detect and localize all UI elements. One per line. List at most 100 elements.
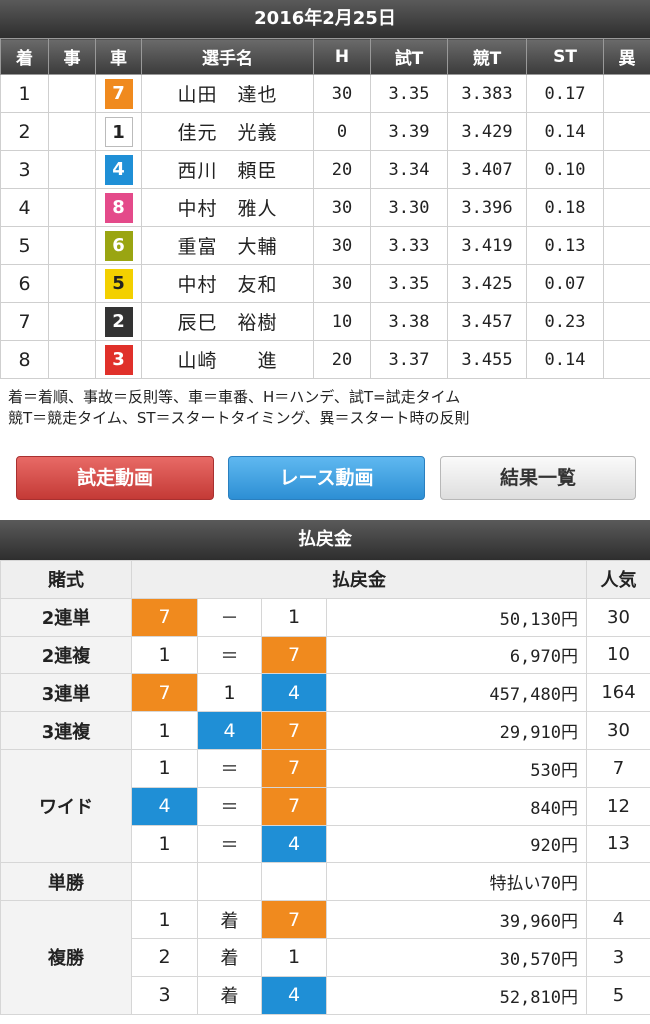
car-number-badge: 1 bbox=[131, 711, 198, 750]
bet-type: 複勝 bbox=[0, 900, 132, 1015]
rank: 4 bbox=[0, 188, 49, 227]
trial-time: 3.35 bbox=[370, 74, 448, 113]
results-header-row: 着 事 車 選手名 H 試T 競T ST 異 bbox=[0, 38, 650, 75]
incident bbox=[48, 112, 96, 151]
start-timing: 0.14 bbox=[526, 340, 604, 379]
payout-table: 賭式 払戻金 人気 2連単 7 － 1 50,130円 30 2連複 1 ＝ 7… bbox=[0, 560, 650, 1015]
table-row: 7 2 辰巳 裕樹 10 3.38 3.457 0.23 bbox=[0, 302, 650, 341]
table-row: 複勝 1 着 7 39,960円 4 bbox=[0, 900, 650, 1015]
start-timing: 0.13 bbox=[526, 226, 604, 265]
handicap: 30 bbox=[313, 226, 371, 265]
table-row: 1 7 山田 達也 30 3.35 3.383 0.17 bbox=[0, 74, 650, 113]
table-row: 3連複 1 4 7 29,910円 30 bbox=[0, 711, 650, 750]
col-handicap: H bbox=[313, 38, 371, 75]
trial-time: 3.37 bbox=[370, 340, 448, 379]
incident bbox=[48, 302, 96, 341]
col-trial-time: 試T bbox=[370, 38, 448, 75]
table-row: 3 4 西川 頼臣 20 3.34 3.407 0.10 bbox=[0, 150, 650, 189]
car-number-badge: 7 bbox=[261, 748, 327, 788]
bet-type: 2連単 bbox=[0, 597, 132, 637]
handicap: 20 bbox=[313, 150, 371, 189]
handicap: 20 bbox=[313, 340, 371, 379]
table-row: 2 着 1 30,570円 3 bbox=[1, 937, 650, 977]
trial-time: 3.30 bbox=[370, 188, 448, 227]
car-number-badge: 7 bbox=[131, 673, 198, 713]
col-popularity: 人気 bbox=[586, 560, 650, 599]
rider-name: 中村 雅人 bbox=[141, 188, 314, 227]
handicap: 30 bbox=[313, 74, 371, 113]
start-timing: 0.10 bbox=[526, 150, 604, 189]
empty-cell bbox=[197, 862, 262, 902]
car-number-badge: 1 bbox=[104, 116, 133, 147]
payout-amount: 840円 bbox=[326, 786, 587, 826]
results-list-button[interactable]: 結果一覧 bbox=[440, 456, 636, 500]
race-video-button[interactable]: レース動画 bbox=[228, 456, 425, 500]
car-number-badge: 1 bbox=[261, 937, 327, 977]
irregular bbox=[603, 302, 650, 341]
rank: 7 bbox=[0, 302, 49, 341]
bet-type: 3連単 bbox=[0, 673, 132, 713]
car-number-badge: 7 bbox=[261, 900, 327, 939]
car-number-badge: 4 bbox=[104, 154, 133, 185]
irregular bbox=[603, 150, 650, 189]
race-time: 3.429 bbox=[447, 112, 527, 151]
table-row: 2連単 7 － 1 50,130円 30 bbox=[0, 597, 650, 637]
bet-type: 2連複 bbox=[0, 635, 132, 675]
payout-amount: 530円 bbox=[326, 748, 587, 788]
table-row: 1 ＝ 4 920円 13 bbox=[1, 824, 650, 864]
table-row: 4 ＝ 7 840円 12 bbox=[1, 786, 650, 826]
payout-amount: 特払い70円 bbox=[326, 862, 587, 902]
table-row: 2 1 佳元 光義 0 3.39 3.429 0.14 bbox=[0, 112, 650, 151]
popularity: 30 bbox=[586, 597, 650, 637]
race-time: 3.455 bbox=[447, 340, 527, 379]
col-irregular: 異 bbox=[603, 38, 650, 75]
popularity: 4 bbox=[586, 900, 650, 939]
start-timing: 0.14 bbox=[526, 112, 604, 151]
trial-video-button[interactable]: 試走動画 bbox=[16, 456, 214, 500]
col-rank: 着 bbox=[0, 38, 49, 75]
incident bbox=[48, 188, 96, 227]
bet-type: 3連複 bbox=[0, 711, 132, 750]
car-number-badge: 1 bbox=[131, 635, 198, 675]
handicap: 0 bbox=[313, 112, 371, 151]
table-row: 8 3 山崎 進 20 3.37 3.455 0.14 bbox=[0, 340, 650, 379]
incident bbox=[48, 264, 96, 303]
car-number-badge: 1 bbox=[261, 597, 327, 637]
rider-name: 佳元 光義 bbox=[141, 112, 314, 151]
race-time: 3.396 bbox=[447, 188, 527, 227]
place: 1 bbox=[131, 900, 198, 939]
trial-time: 3.38 bbox=[370, 302, 448, 341]
irregular bbox=[603, 188, 650, 227]
car-number-badge: 8 bbox=[104, 192, 133, 223]
start-timing: 0.18 bbox=[526, 188, 604, 227]
popularity: 13 bbox=[586, 824, 650, 864]
rider-name: 山崎 進 bbox=[141, 340, 314, 379]
incident bbox=[48, 74, 96, 113]
rider-name: 山田 達也 bbox=[141, 74, 314, 113]
popularity: 164 bbox=[586, 673, 650, 713]
abbreviation-legend: 着＝着順、事故＝反則等、車＝車番、H＝ハンデ、試T=試走タイム 競T＝競走タイム… bbox=[8, 387, 648, 429]
rank: 6 bbox=[0, 264, 49, 303]
payout-amount: 29,910円 bbox=[326, 711, 587, 750]
payout-section-title: 払戻金 bbox=[0, 520, 650, 560]
handicap: 30 bbox=[313, 188, 371, 227]
trial-time: 3.39 bbox=[370, 112, 448, 151]
popularity: 30 bbox=[586, 711, 650, 750]
popularity: 7 bbox=[586, 748, 650, 788]
legend-line: 競T＝競走タイム、ST＝スタートタイミング、異＝スタート時の反則 bbox=[8, 409, 470, 427]
car-number-cell: 6 bbox=[95, 226, 142, 265]
rank: 5 bbox=[0, 226, 49, 265]
incident bbox=[48, 150, 96, 189]
car-number-cell: 7 bbox=[95, 74, 142, 113]
irregular bbox=[603, 74, 650, 113]
separator: ＝ bbox=[197, 635, 262, 675]
place: 3 bbox=[131, 975, 198, 1015]
car-number-badge: 2 bbox=[104, 306, 133, 337]
rider-name: 辰巳 裕樹 bbox=[141, 302, 314, 341]
payout-header-row: 賭式 払戻金 人気 bbox=[0, 560, 650, 599]
incident bbox=[48, 340, 96, 379]
payout-amount: 50,130円 bbox=[326, 597, 587, 637]
empty-cell bbox=[131, 862, 198, 902]
start-timing: 0.07 bbox=[526, 264, 604, 303]
rider-name: 西川 頼臣 bbox=[141, 150, 314, 189]
